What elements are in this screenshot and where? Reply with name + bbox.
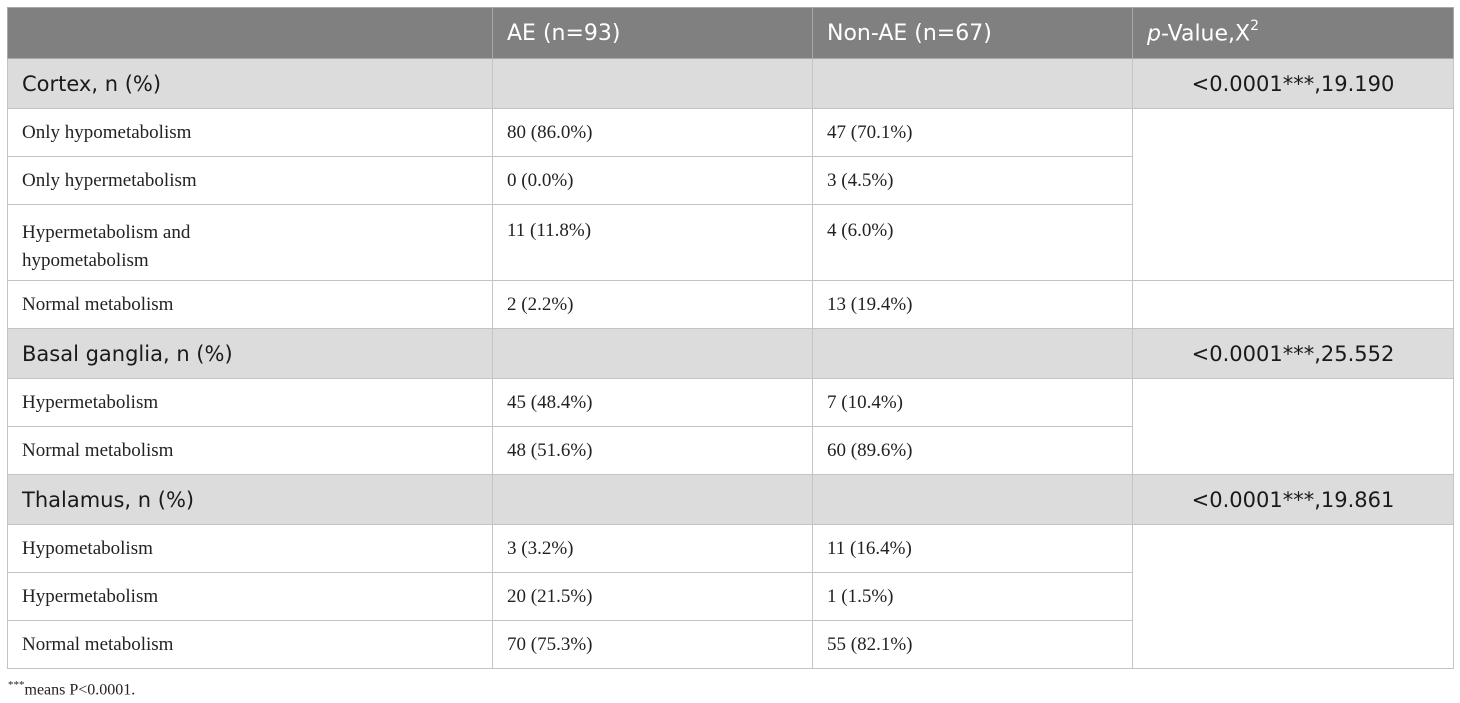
section-label: Cortex, n (%) (7, 58, 493, 109)
row-ae-value: 80 (86.0%) (492, 108, 813, 157)
section-label: Thalamus, n (%) (7, 474, 493, 525)
section-pvalue: <0.0001***,19.861 (1132, 474, 1454, 525)
row-label: Normal metabolism (7, 620, 493, 669)
header-blank-cell (7, 7, 493, 59)
table-header-row: AE (n=93) Non-AE (n=67) p-Value,X2 (7, 7, 1454, 59)
row-ae-value: 70 (75.3%) (492, 620, 813, 669)
row-non-ae-value: 13 (19.4%) (812, 280, 1133, 329)
row-non-ae-value: 55 (82.1%) (812, 620, 1133, 669)
row-label: Hypermetabolism (7, 378, 493, 427)
results-table: AE (n=93) Non-AE (n=67) p-Value,X2 Corte… (7, 7, 1454, 669)
table-footnote: ***means P<0.0001. (8, 679, 135, 699)
merged-blank-cell (1132, 378, 1454, 475)
table-row: Hypermetabolism and hypometabolism 11 (1… (7, 204, 1454, 281)
section-pvalue: <0.0001***,25.552 (1132, 328, 1454, 379)
header-p-italic: p (1147, 21, 1161, 47)
row-ae-value: 20 (21.5%) (492, 572, 813, 621)
row-label: Only hypometabolism (7, 108, 493, 157)
row-ae-value: 3 (3.2%) (492, 524, 813, 573)
row-ae-value: 48 (51.6%) (492, 426, 813, 475)
section-empty-cell (812, 58, 1133, 109)
row-ae-value: 45 (48.4%) (492, 378, 813, 427)
section-empty-cell (812, 474, 1133, 525)
section-row-basal-ganglia: Basal ganglia, n (%) <0.0001***,25.552 (7, 328, 1454, 379)
table-row: Only hypermetabolism 0 (0.0%) 3 (4.5%) (7, 156, 1454, 205)
header-p-sup: 2 (1250, 17, 1260, 34)
merged-blank-cell (1132, 280, 1454, 329)
table-row: Hypermetabolism 20 (21.5%) 1 (1.5%) (7, 572, 1454, 621)
section-row-thalamus: Thalamus, n (%) <0.0001***,19.861 (7, 474, 1454, 525)
row-non-ae-value: 3 (4.5%) (812, 156, 1133, 205)
table-row: Normal metabolism 2 (2.2%) 13 (19.4%) (7, 280, 1454, 329)
table-row: Only hypometabolism 80 (86.0%) 47 (70.1%… (7, 108, 1454, 281)
row-non-ae-value: 7 (10.4%) (812, 378, 1133, 427)
section-label: Basal ganglia, n (%) (7, 328, 493, 379)
footnote-asterisks: *** (8, 679, 25, 691)
row-label: Hypometabolism (7, 524, 493, 573)
header-p-rest: -Value,X (1160, 21, 1251, 47)
merged-blank-cell (1132, 108, 1454, 281)
header-p-value: p-Value,X2 (1132, 7, 1454, 59)
row-label: Hypermetabolism (7, 572, 493, 621)
row-ae-value: 2 (2.2%) (492, 280, 813, 329)
row-non-ae-value: 1 (1.5%) (812, 572, 1133, 621)
table-row: Normal metabolism 70 (75.3%) 55 (82.1%) (7, 620, 1454, 669)
table-row: Hypermetabolism 45 (48.4%) 7 (10.4%) (7, 378, 1454, 475)
section-empty-cell (492, 328, 813, 379)
row-ae-value: 0 (0.0%) (492, 156, 813, 205)
row-non-ae-value: 11 (16.4%) (812, 524, 1133, 573)
section-empty-cell (492, 474, 813, 525)
header-non-ae: Non-AE (n=67) (812, 7, 1133, 59)
section-empty-cell (492, 58, 813, 109)
row-label: Normal metabolism (7, 426, 493, 475)
row-ae-value: 11 (11.8%) (492, 204, 813, 281)
section-pvalue: <0.0001***,19.190 (1132, 58, 1454, 109)
table-row: Hypometabolism 3 (3.2%) 11 (16.4%) (7, 524, 1454, 669)
row-non-ae-value: 4 (6.0%) (812, 204, 1133, 281)
header-ae: AE (n=93) (492, 7, 813, 59)
row-label: Hypermetabolism and hypometabolism (7, 204, 493, 281)
row-label: Only hypermetabolism (7, 156, 493, 205)
merged-blank-cell (1132, 524, 1454, 669)
footnote-text: means P<0.0001. (24, 681, 136, 699)
section-empty-cell (812, 328, 1133, 379)
row-label: Normal metabolism (7, 280, 493, 329)
section-row-cortex: Cortex, n (%) <0.0001***,19.190 (7, 58, 1454, 109)
row-non-ae-value: 47 (70.1%) (812, 108, 1133, 157)
row-non-ae-value: 60 (89.6%) (812, 426, 1133, 475)
